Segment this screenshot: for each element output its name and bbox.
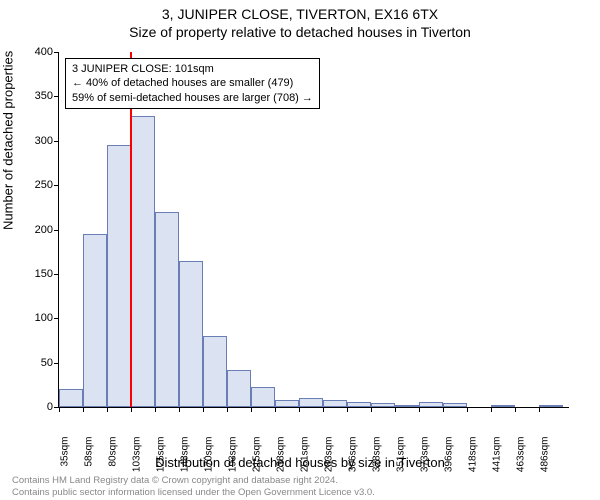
histogram-bar — [347, 402, 371, 407]
histogram-bar — [539, 405, 563, 407]
x-tick-mark — [83, 407, 84, 412]
y-tick-mark — [54, 274, 59, 275]
x-tick-mark — [539, 407, 540, 412]
subtitle: Size of property relative to detached ho… — [0, 22, 600, 40]
x-tick-mark — [443, 407, 444, 412]
annotation-line2: ← 40% of detached houses are smaller (47… — [72, 76, 313, 90]
x-tick-mark — [275, 407, 276, 412]
y-tick-mark — [54, 230, 59, 231]
y-tick-label: 250 — [19, 179, 53, 191]
histogram-bar — [323, 400, 347, 407]
y-tick-label: 100 — [19, 312, 53, 324]
histogram-bar — [275, 400, 299, 407]
annotation-line3: 59% of semi-detached houses are larger (… — [72, 91, 313, 105]
histogram-bar — [251, 387, 275, 407]
y-axis-label: Number of detached properties — [1, 51, 16, 230]
histogram-bar — [179, 261, 203, 407]
histogram-bar — [155, 212, 179, 407]
y-tick-mark — [54, 141, 59, 142]
y-tick-label: 0 — [19, 401, 53, 413]
x-tick-mark — [299, 407, 300, 412]
footer-line1: Contains HM Land Registry data © Crown c… — [12, 475, 375, 486]
y-tick-mark — [54, 96, 59, 97]
histogram-bar — [371, 403, 395, 407]
annotation-box: 3 JUNIPER CLOSE: 101sqm ← 40% of detache… — [65, 58, 320, 109]
x-tick-mark — [179, 407, 180, 412]
histogram-bar — [131, 116, 155, 407]
histogram-bar — [395, 405, 419, 407]
x-axis-label: Distribution of detached houses by size … — [0, 455, 600, 470]
histogram-bar — [59, 389, 83, 407]
y-tick-label: 400 — [19, 46, 53, 58]
footer: Contains HM Land Registry data © Crown c… — [12, 475, 375, 498]
x-tick-mark — [203, 407, 204, 412]
y-tick-label: 200 — [19, 224, 53, 236]
x-tick-mark — [491, 407, 492, 412]
histogram-bar — [227, 370, 251, 407]
annotation-line1: 3 JUNIPER CLOSE: 101sqm — [72, 62, 313, 76]
y-tick-mark — [54, 185, 59, 186]
x-tick-mark — [131, 407, 132, 412]
histogram-bar — [299, 398, 323, 407]
histogram-bar — [203, 336, 227, 407]
histogram-bar — [83, 234, 107, 407]
x-tick-mark — [59, 407, 60, 412]
y-tick-mark — [54, 318, 59, 319]
y-tick-label: 350 — [19, 90, 53, 102]
y-tick-label: 300 — [19, 135, 53, 147]
x-tick-mark — [371, 407, 372, 412]
histogram-bar — [419, 402, 443, 407]
x-tick-mark — [155, 407, 156, 412]
x-tick-mark — [227, 407, 228, 412]
x-tick-mark — [467, 407, 468, 412]
y-tick-mark — [54, 52, 59, 53]
x-tick-mark — [395, 407, 396, 412]
x-tick-mark — [347, 407, 348, 412]
histogram-bar — [443, 403, 467, 407]
y-tick-label: 50 — [19, 357, 53, 369]
y-tick-label: 150 — [19, 268, 53, 280]
address-title: 3, JUNIPER CLOSE, TIVERTON, EX16 6TX — [0, 0, 600, 22]
y-tick-mark — [54, 363, 59, 364]
x-tick-mark — [419, 407, 420, 412]
chart-container: 3, JUNIPER CLOSE, TIVERTON, EX16 6TX Siz… — [0, 0, 600, 500]
x-tick-mark — [515, 407, 516, 412]
footer-line2: Contains public sector information licen… — [12, 487, 375, 498]
x-tick-mark — [251, 407, 252, 412]
histogram-bar — [107, 145, 131, 407]
x-tick-mark — [107, 407, 108, 412]
x-tick-mark — [323, 407, 324, 412]
histogram-bar — [491, 405, 515, 407]
plot-area: 05010015020025030035040035sqm58sqm80sqm1… — [58, 52, 569, 408]
